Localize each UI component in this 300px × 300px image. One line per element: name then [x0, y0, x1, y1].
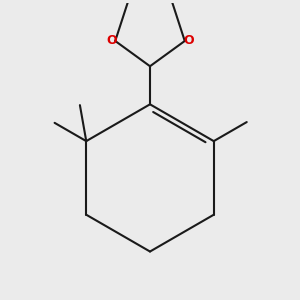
- Text: O: O: [106, 34, 117, 47]
- Text: O: O: [183, 34, 194, 47]
